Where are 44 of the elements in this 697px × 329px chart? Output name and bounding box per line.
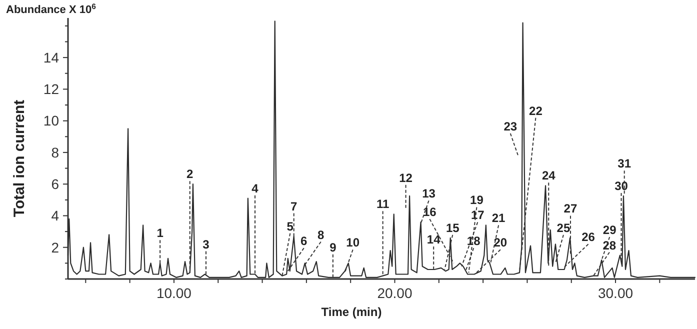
annotation: 5 (286, 219, 294, 234)
y-axis-title: Total ion current (11, 100, 28, 218)
x-tick-label: 20.00 (377, 285, 412, 301)
annotation: 3 (202, 237, 210, 252)
annotation: 9 (330, 240, 337, 254)
annotation: 22 (529, 104, 543, 118)
annotation: 17 (470, 208, 485, 222)
annotation: 14 (426, 232, 441, 247)
y-tick-label: 4 (51, 208, 60, 224)
annotation: 10 (346, 236, 360, 250)
annotation: 19 (470, 193, 484, 208)
chart-title: Abundance X 10$^{6}$ (6, 2, 96, 16)
y-tick-label: 2 (51, 239, 60, 256)
annotation: 28 (602, 238, 616, 252)
annotation: 24 (542, 168, 556, 183)
annotation: 8 (318, 228, 325, 242)
annotation: 21 (492, 211, 506, 226)
annotation: 7 (290, 199, 298, 214)
x-tick-label: 30.00 (598, 285, 634, 301)
annotation: 31 (618, 156, 632, 171)
annotation: 29 (602, 223, 617, 238)
y-tick-label: 6 (51, 176, 60, 192)
annotation: 26 (582, 230, 596, 244)
annotation: 27 (564, 202, 578, 216)
annotation: 18 (466, 234, 481, 248)
y-tick-label: 10 (43, 112, 60, 129)
annotation: 12 (399, 170, 413, 185)
annotation: 30 (614, 178, 628, 193)
annotation: 4 (252, 181, 259, 196)
annotation: 1 (156, 226, 164, 240)
annotation: 6 (300, 234, 308, 248)
annotation: 11 (376, 197, 390, 212)
y-tick-label: 8 (51, 144, 60, 160)
annotation: 15 (446, 220, 460, 235)
annotation: 25 (556, 220, 570, 235)
x-tick-label: 10.00 (156, 285, 192, 301)
annotation: 16 (423, 205, 437, 220)
annotation: 13 (422, 186, 436, 201)
annotation: 20 (494, 236, 508, 250)
annotation: 23 (504, 119, 518, 134)
y-tick-label: 14 (43, 49, 60, 66)
annotation: 2 (186, 167, 194, 182)
x-axis-title: Time (min) (321, 305, 382, 319)
y-tick-label: 12 (43, 81, 60, 98)
